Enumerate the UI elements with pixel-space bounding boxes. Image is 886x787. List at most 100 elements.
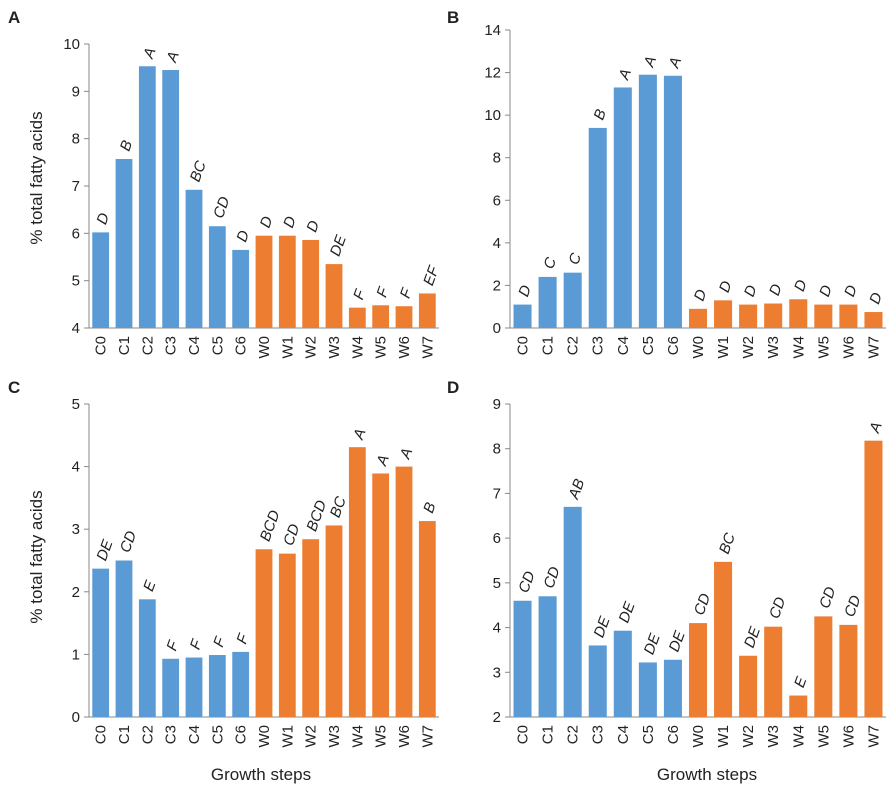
x-tick-label: W4 [790,336,807,359]
x-tick-label: W2 [303,725,320,748]
bar-w2 [739,655,758,717]
bar-w6 [395,306,413,328]
y-axis-title-bottom: % total fatty acids [27,490,46,623]
bar-w2 [302,539,320,717]
panel-c: C012345C0DEC1CDC2EC3FC4FC5FC6FW0BCDW1CDW… [8,378,440,748]
y-tick-label: 2 [72,584,80,601]
bar-c4 [613,87,632,328]
bar-w0 [688,308,708,328]
x-tick-label: W2 [303,336,320,359]
y-tick-label: 4 [72,320,80,337]
panel-a: A 4 5 6 7 8 9 10 C0 D C1 B C2 A C3 A C4 BC C5 CD C6 D W0 D W1 D W2… [8,8,443,359]
x-tick-label: W3 [326,336,343,359]
significance-letter: CD [540,564,563,590]
panel-b: B 0 2 4 6 8 10 12 14 C0 D C1 C C2 C C3 B C4 A C5 A C6 A W0 D W1 D W… [447,8,886,359]
significance-letter: A [140,45,160,61]
y-tick-label: 6 [72,225,80,242]
y-tick-label: 1 [72,646,80,663]
x-tick-label: C2 [139,336,156,355]
significance-letter: E [791,674,811,690]
x-tick-label: W2 [740,336,757,359]
x-tick-label: W7 [419,336,436,359]
significance-letter: D [691,287,711,303]
significance-letter: CD [691,591,714,617]
bar-w0 [255,235,273,328]
bar-c6 [232,249,250,328]
y-tick-label: 4 [493,620,501,637]
significance-letter: F [350,287,369,302]
x-tick-label: W6 [396,336,413,359]
x-tick-label: W7 [865,725,882,748]
bar-w4 [789,299,808,328]
y-tick-label: 4 [72,459,80,476]
x-tick-label: C1 [540,336,557,355]
significance-letter: F [163,638,182,653]
significance-letter: A [665,55,685,71]
y-tick-label: 8 [493,150,501,167]
x-tick-label: W5 [815,336,832,359]
significance-letter: DE [327,232,350,258]
significance-letter: D [816,283,836,299]
bar-c0 [513,304,532,328]
significance-letter: B [591,107,610,122]
panel-letter-a: A [8,8,20,27]
bar-c2 [563,272,582,328]
bar-w1 [714,561,733,717]
bar-w7 [864,312,883,328]
significance-letter: CD [841,593,864,619]
significance-letter: D [841,283,861,299]
bar-c1 [115,560,133,717]
bar-c5 [638,662,657,717]
x-tick-label: W3 [326,725,343,748]
x-tick-label: W7 [865,336,882,359]
significance-letter: EF [420,263,443,288]
significance-letter: DE [591,613,614,639]
significance-letter: D [716,279,736,295]
x-tick-label: C5 [640,336,657,355]
significance-letter: D [93,211,113,227]
significance-letter: CD [766,595,789,621]
significance-letter: D [766,282,786,298]
y-tick-label: 7 [493,485,501,502]
x-tick-label: C1 [116,725,133,744]
x-tick-label: W6 [840,336,857,359]
significance-letter: F [187,637,206,652]
bar-c1 [538,276,557,328]
significance-letter: BC [187,159,210,185]
x-tick-label: C3 [590,725,607,744]
significance-letter: A [350,426,370,442]
bar-w2 [302,239,320,328]
y-tick-label: 9 [72,83,80,100]
panel-d: D 2 3 4 5 6 7 8 9 C0 CD C1 CD C2 AB C3 DE C4 DE C5 DE C6 DE W0 C… [447,378,886,748]
bar-w3 [764,303,783,328]
y-tick-label: 6 [493,530,501,547]
x-tick-label: C2 [565,336,582,355]
significance-letter: BC [716,531,739,557]
significance-letter: CD [515,569,538,595]
bar-w6 [395,466,413,717]
bar-w1 [278,235,296,328]
significance-letter: CD [117,529,140,555]
y-tick-label: 0 [72,709,80,726]
bar-w3 [764,626,783,717]
significance-letter: D [303,218,323,234]
significance-letter: B [420,500,439,515]
x-tick-label: C3 [590,336,607,355]
x-tick-label: W0 [690,725,707,748]
bar-c0 [92,568,110,717]
bar-c2 [563,506,582,717]
x-tick-label: W5 [815,725,832,748]
y-tick-label: 5 [72,273,80,290]
y-tick-label: 10 [484,107,501,124]
bar-c5 [638,74,657,328]
x-tick-label: C4 [186,336,203,355]
y-axis-title-top: % total fatty acids [27,111,46,244]
x-tick-label: W4 [349,725,366,748]
bar-w0 [688,623,708,717]
bar-c6 [232,651,250,717]
significance-letter: D [866,290,886,306]
significance-letter: F [210,634,229,649]
significance-letter: DE [666,628,689,654]
bar-c3 [162,70,180,329]
x-tick-label: C3 [163,336,180,355]
